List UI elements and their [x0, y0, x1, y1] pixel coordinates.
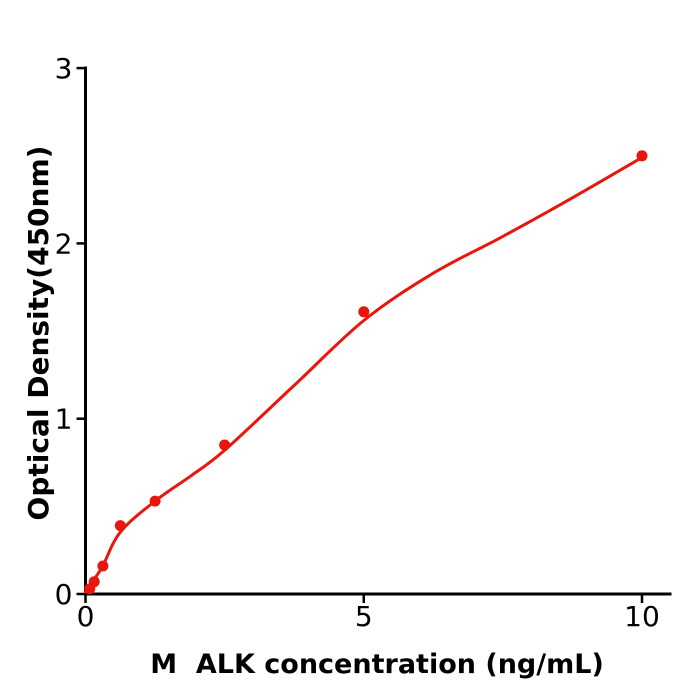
- data-point: [219, 439, 231, 451]
- data-point: [97, 560, 109, 572]
- axis-tick-labels: 0 5 10 0 1 2 3: [55, 52, 660, 633]
- data-point: [114, 520, 126, 532]
- y-tick-label: 1: [55, 403, 73, 436]
- x-axis-title: M ALK concentration (ng/mL): [150, 649, 604, 680]
- data-points: [84, 150, 648, 595]
- y-axis-title: Optical Density(450nm): [22, 146, 55, 521]
- fit-curve-path: [84, 156, 644, 594]
- y-tick-label: 2: [55, 227, 73, 260]
- x-tick-label: 5: [355, 600, 373, 633]
- y-tick-label: 0: [55, 578, 73, 611]
- data-point: [88, 576, 100, 588]
- data-point: [358, 306, 370, 318]
- data-point: [149, 495, 161, 507]
- data-point: [636, 150, 648, 162]
- x-tick-label: 10: [624, 600, 660, 633]
- axis-spines: [84, 66, 672, 596]
- axes: [84, 66, 672, 596]
- y-tick-label: 3: [55, 52, 73, 85]
- fit-curve: [84, 156, 644, 594]
- x-tick-label: 0: [77, 600, 95, 633]
- axis-ticks: [76, 66, 644, 603]
